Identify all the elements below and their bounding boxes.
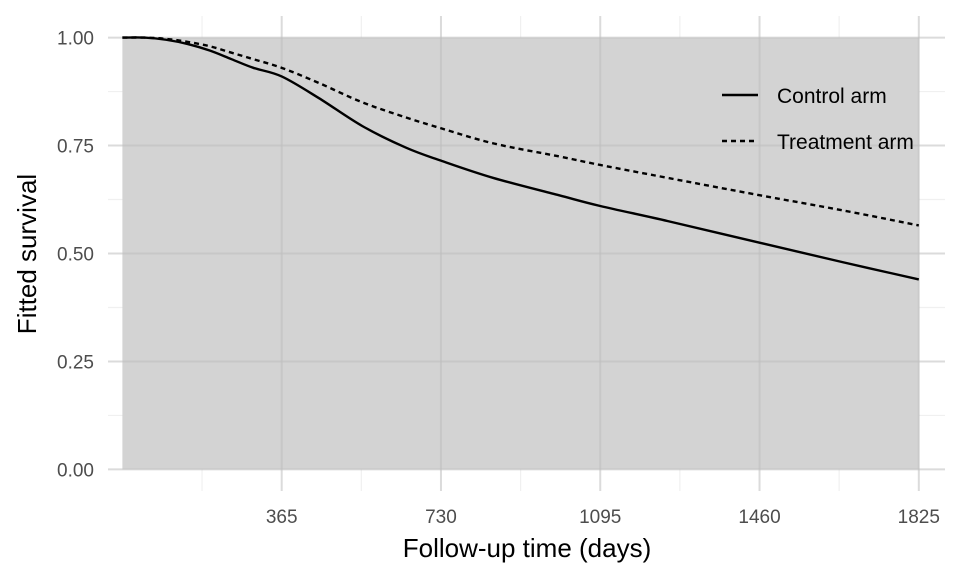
series-lines	[122, 36, 920, 281]
series-line-treatment-arm	[122, 36, 920, 227]
x-tick-label: 1460	[738, 507, 780, 528]
series-line-control-arm	[122, 36, 920, 281]
x-tick-label: 1825	[898, 507, 940, 528]
x-tick-label: 1095	[579, 507, 621, 528]
x-axis-title: Follow-up time (days)	[403, 533, 652, 563]
y-tick-label: 0.75	[57, 137, 94, 158]
legend: Control arm Treatment arm	[722, 85, 914, 154]
legend-label-control-arm: Control arm	[777, 85, 887, 108]
tick-labels: 0.00 0.25 0.50 0.75 1.00 365 730 1095 1460 1825	[57, 29, 940, 528]
x-tick-label: 365	[266, 507, 298, 528]
y-tick-label: 0.25	[57, 352, 94, 373]
x-tick-label: 730	[425, 507, 457, 528]
major-gridlines	[108, 16, 945, 491]
y-axis-title: Fitted survival	[12, 174, 42, 334]
y-tick-label: 0.50	[57, 245, 94, 266]
y-tick-label: 1.00	[57, 29, 94, 50]
y-tick-label: 0.00	[57, 460, 94, 481]
legend-label-treatment-arm: Treatment arm	[777, 131, 914, 154]
